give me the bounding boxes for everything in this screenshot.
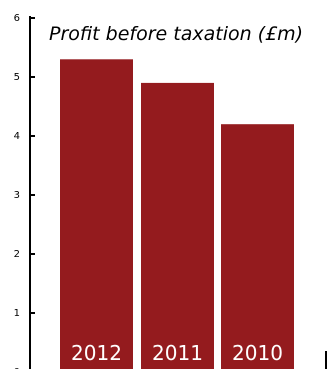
y-axis-ticks: 0 1 2 3 4 5 6 <box>14 13 35 369</box>
bars <box>60 59 294 369</box>
bar-labels: 2012 2011 2010 <box>71 341 283 365</box>
y-tick-label: 1 <box>14 308 20 319</box>
bar-label-2011: 2011 <box>152 341 203 365</box>
bar-2010 <box>221 124 294 369</box>
y-tick-label: 5 <box>14 72 20 83</box>
y-tick-label: 4 <box>14 131 20 142</box>
y-tick-label: 6 <box>14 13 20 24</box>
y-tick-label: 3 <box>14 190 20 201</box>
bar-label-2012: 2012 <box>71 341 122 365</box>
y-tick-label: 2 <box>14 249 20 260</box>
chart-title: Profit before taxation (£m) <box>49 23 303 45</box>
bar-2011 <box>141 82 214 369</box>
y-tick-label: 0 <box>14 367 20 369</box>
bar-2012 <box>60 59 133 369</box>
bar-label-2010: 2010 <box>232 341 283 365</box>
